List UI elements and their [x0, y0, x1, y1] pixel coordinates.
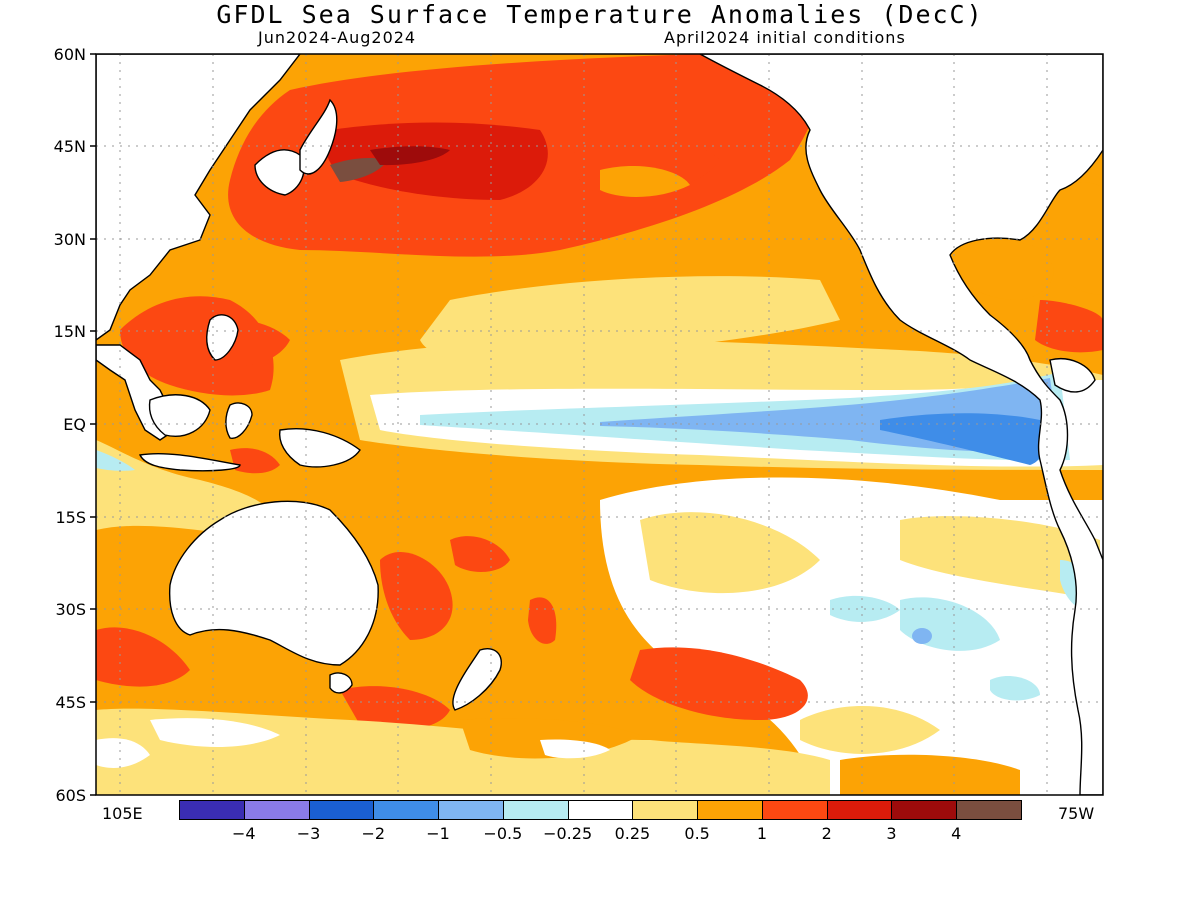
colorbar-swatch	[956, 800, 1022, 820]
colorbar-label: −1	[426, 824, 450, 843]
colorbar-swatch	[502, 800, 569, 820]
forecast-period: Jun2024-Aug2024	[258, 28, 417, 47]
indian-ocean-weak-warm	[96, 440, 270, 540]
south-pacific-warm-1	[528, 597, 557, 644]
colorbar	[179, 800, 1022, 822]
lat-label-45s: 45S	[55, 693, 86, 712]
asia-landmass	[96, 54, 301, 341]
lat-label-60n: 60N	[53, 45, 86, 64]
tasman-warm-1	[450, 536, 510, 572]
colorbar-swatch	[697, 800, 763, 820]
south-pacific-warm-2	[630, 647, 808, 720]
colorbar-label: −3	[296, 824, 321, 843]
subtropical-weak-warm	[420, 276, 840, 367]
caribbean-islands	[1049, 358, 1096, 393]
colorbar-label: −0.5	[483, 824, 523, 843]
south-australia-warm	[340, 686, 450, 730]
atlantic-warm	[1048, 182, 1103, 295]
colorbar-swatch	[373, 800, 440, 820]
southern-ocean-weak-warm	[96, 708, 830, 795]
north-pacific-strong-warm	[325, 122, 548, 200]
colorbar-label: −4	[231, 824, 256, 843]
colorbar-swatch	[891, 800, 958, 820]
cool-core	[912, 628, 932, 644]
north-pacific-very-strong-warm	[370, 146, 450, 166]
borneo	[148, 394, 211, 437]
lat-label-15n: 15N	[53, 322, 86, 341]
colorbar-swatch	[761, 800, 828, 820]
colorbar-swatch	[308, 800, 375, 820]
lat-label-eq: EQ	[63, 415, 86, 434]
java	[138, 452, 241, 472]
colorbar-label: −2	[361, 824, 386, 843]
colorbar-swatch	[632, 800, 699, 820]
colorbar-swatch	[179, 800, 245, 820]
southern-ocean-neutral-1	[150, 718, 280, 747]
gulf-of-mexico-warm	[960, 239, 1054, 300]
weak-warm-patch-2	[900, 516, 1100, 600]
australia	[168, 500, 379, 666]
lat-label-45n: 45N	[53, 137, 86, 156]
new-zealand	[452, 648, 502, 711]
banda-sea-warm	[230, 448, 280, 474]
japan-honshu	[299, 98, 338, 175]
colorbar-label: 0.25	[614, 824, 651, 843]
colorbar-label: 0.5	[684, 824, 710, 843]
landmasses	[96, 54, 1103, 795]
lat-label-30n: 30N	[53, 230, 86, 249]
initial-conditions: April2024 initial conditions	[664, 28, 906, 47]
colorbar-swatch	[567, 800, 634, 820]
lon-label-105e: 105E	[102, 804, 143, 823]
cool-patch-3	[990, 675, 1040, 701]
north-pacific-extreme-warm	[330, 157, 388, 182]
lat-label-60s: 60S	[55, 786, 86, 805]
colorbar-label: 2	[821, 824, 832, 843]
caribbean-warm	[1035, 300, 1103, 353]
colorbar-swatch	[243, 800, 310, 820]
lat-label-15s: 15S	[55, 508, 86, 527]
new-guinea	[278, 428, 361, 468]
americas-landmass	[699, 54, 1103, 795]
weak-warm-patch-3	[800, 706, 940, 754]
colorbar-label: 3	[886, 824, 897, 843]
tasmania	[329, 672, 353, 694]
sulawesi	[225, 402, 253, 439]
cold-tongue-core	[880, 413, 1046, 465]
lat-ticks	[90, 53, 96, 796]
weak-warm-patch	[640, 512, 820, 594]
colorbar-label: −0.25	[543, 824, 593, 843]
southern-ocean-warm	[840, 754, 1020, 795]
east-australia-warm	[380, 551, 453, 640]
graticule	[96, 54, 1103, 795]
philippines	[206, 314, 239, 361]
colorbar-swatch	[826, 800, 893, 820]
colorbar-label: 4	[951, 824, 962, 843]
southern-ocean-neutral-2	[96, 738, 150, 768]
southern-ocean-neutral-3	[540, 739, 610, 759]
lon-label-75w: 75W	[1058, 804, 1095, 823]
indian-ocean-cool	[96, 450, 135, 471]
lat-label-30s: 30S	[55, 600, 86, 619]
map-title: GFDL Sea Surface Temperature Anomalies (…	[216, 0, 984, 29]
korea-japan	[254, 149, 305, 196]
warm-stripe	[600, 165, 690, 197]
colorbar-swatch	[438, 800, 504, 820]
colorbar-label: 1	[756, 824, 768, 843]
